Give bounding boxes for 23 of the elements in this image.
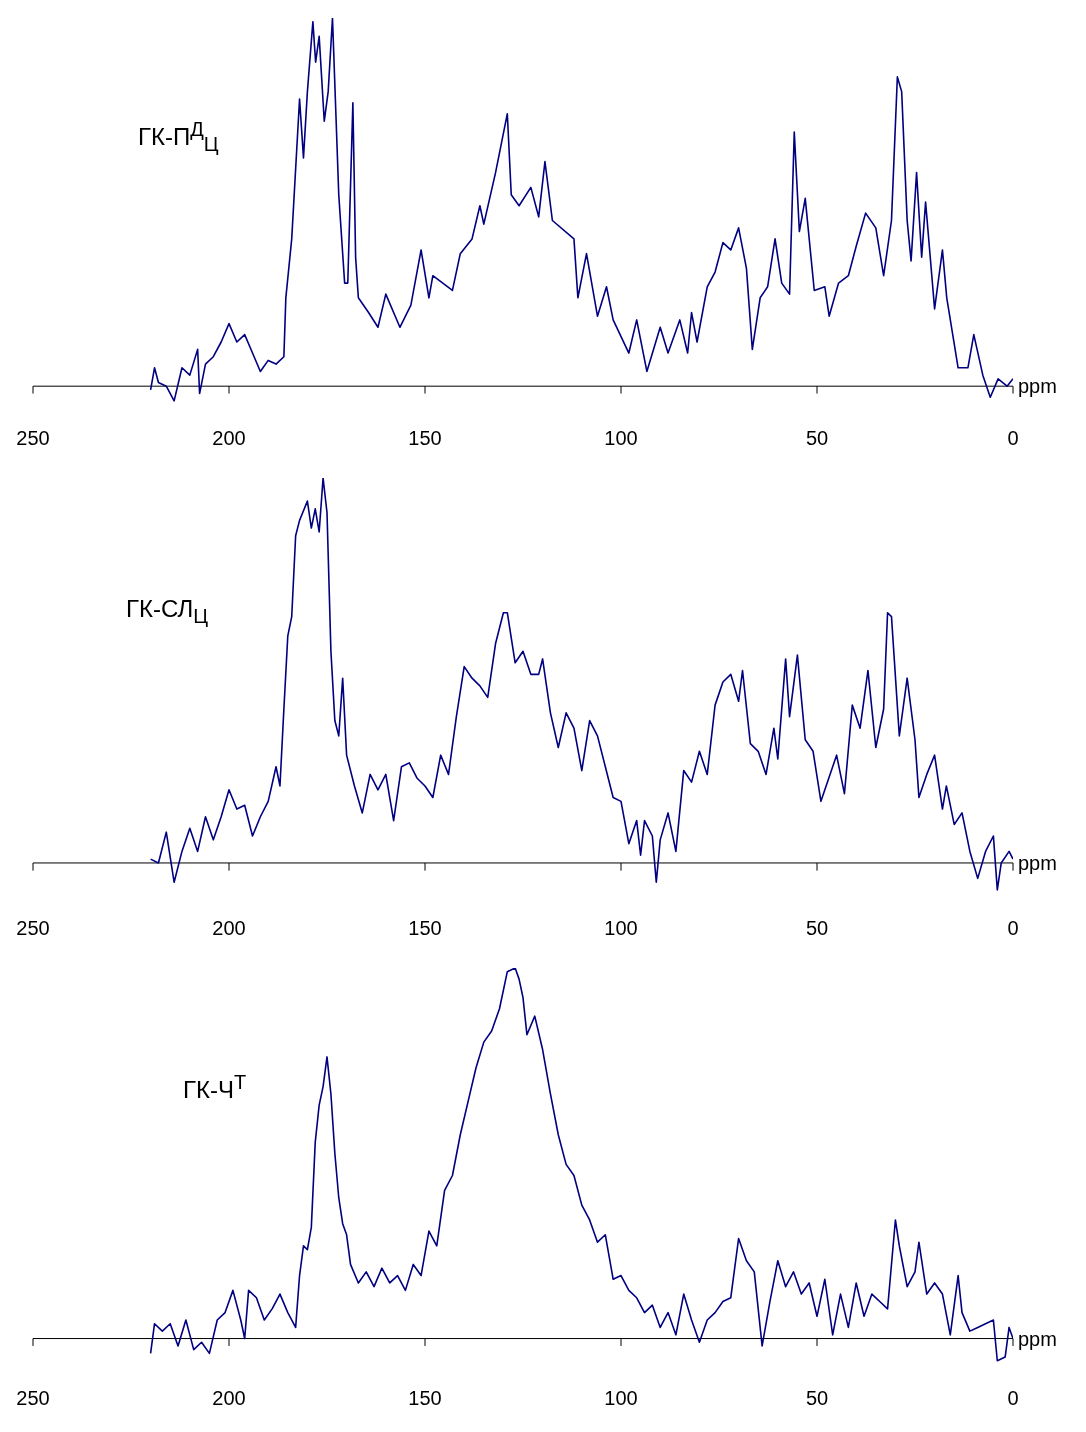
x-tick-label: 250 xyxy=(16,1387,50,1410)
x-tick-label: 150 xyxy=(408,1387,442,1410)
x-tick-label: 200 xyxy=(212,1387,246,1410)
x-tick-label: 250 xyxy=(16,427,50,450)
x-tick-label: 100 xyxy=(604,1387,638,1410)
x-tick-label: 100 xyxy=(604,427,638,450)
x-tick-label: 250 xyxy=(16,917,50,940)
x-axis-title: ppm xyxy=(1018,852,1057,875)
x-tick-label: 0 xyxy=(1007,917,1019,940)
x-axis-title: ppm xyxy=(1018,1327,1057,1350)
x-tick-label: 0 xyxy=(1007,1387,1019,1410)
x-tick-label: 200 xyxy=(212,427,246,450)
x-tick-label: 150 xyxy=(408,917,442,940)
x-tick-label: 100 xyxy=(604,917,638,940)
x-tick-label: 50 xyxy=(805,427,829,450)
x-tick-label: 150 xyxy=(408,427,442,450)
annotation: ГК-СЛ$_{Ц}$ xyxy=(126,595,209,629)
x-tick-label: 50 xyxy=(805,917,829,940)
x-tick-label: 50 xyxy=(805,1387,829,1410)
x-tick-label: 0 xyxy=(1007,427,1019,450)
x-tick-label: 200 xyxy=(212,917,246,940)
x-axis-title: ppm xyxy=(1018,375,1057,398)
annotation: ГК-Ч$^{Т}$ xyxy=(183,1070,247,1104)
